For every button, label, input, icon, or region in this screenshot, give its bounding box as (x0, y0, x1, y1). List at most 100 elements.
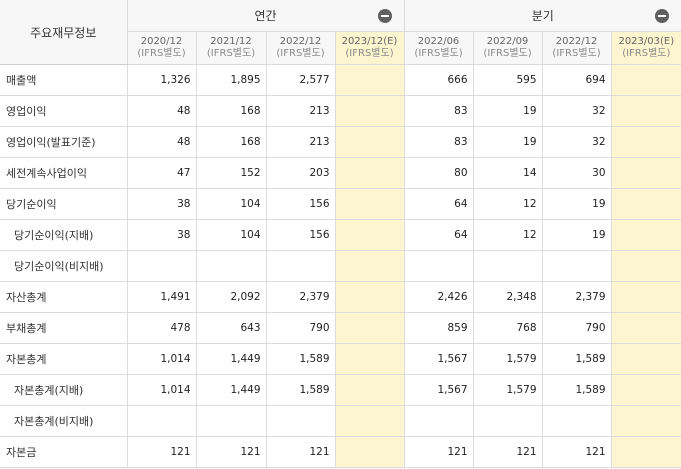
value-cell (335, 95, 405, 127)
value-cell: 1,567 (404, 374, 474, 406)
row-label: 자본총계(지배) (0, 374, 128, 406)
value-cell (611, 188, 681, 220)
row-label: 자산총계 (0, 281, 128, 313)
table-row: 자본총계(비지배) (0, 405, 681, 437)
table-row: 당기순이익(지배) 38 104 156 64 12 19 (0, 219, 681, 251)
value-cell: 48 (127, 95, 197, 127)
value-cell: 104 (196, 188, 267, 220)
value-cell: 64 (404, 219, 474, 251)
table-row: 매출액 1,326 1,895 2,577 666 595 694 (0, 64, 681, 96)
accounting-basis-label: (IFRS별도) (137, 48, 186, 59)
value-cell: 1,491 (127, 281, 197, 313)
table-row: 세전계속사업이익 47 152 203 80 14 30 (0, 157, 681, 189)
value-cell: 1,589 (542, 374, 612, 406)
value-cell: 168 (196, 126, 267, 158)
value-cell (473, 250, 543, 282)
value-cell (335, 436, 405, 468)
value-cell: 203 (266, 157, 336, 189)
accounting-basis-label: (IFRS별도) (276, 48, 325, 59)
value-cell (127, 405, 197, 437)
period-label: 2022/06 (417, 36, 460, 47)
row-label: 자본총계 (0, 343, 128, 375)
value-cell: 2,379 (542, 281, 612, 313)
value-cell (335, 405, 405, 437)
value-cell (542, 250, 612, 282)
value-cell (335, 250, 405, 282)
value-cell: 1,579 (473, 343, 543, 375)
value-cell (611, 374, 681, 406)
period-label: 2022/12 (279, 36, 322, 47)
period-label: 2023/03(E) (618, 36, 675, 47)
row-label: 당기순이익(지배) (0, 219, 128, 251)
accounting-basis-label: (IFRS별도) (345, 48, 394, 59)
value-cell (335, 374, 405, 406)
value-cell: 32 (542, 95, 612, 127)
value-cell: 1,014 (127, 343, 197, 375)
accounting-basis-label: (IFRS별도) (552, 48, 601, 59)
row-label: 당기순이익 (0, 188, 128, 220)
value-cell: 790 (542, 312, 612, 344)
value-cell (335, 188, 405, 220)
value-cell: 2,379 (266, 281, 336, 313)
period-label: 2020/12 (140, 36, 183, 47)
value-cell: 12 (473, 219, 543, 251)
annual-period-header: 2021/12 (IFRS별도) (196, 31, 267, 65)
annual-collapse-minus-icon[interactable] (377, 9, 392, 23)
row-label: 세전계속사업이익 (0, 157, 128, 189)
value-cell: 2,092 (196, 281, 267, 313)
table-row: 부채총계 478 643 790 859 768 790 (0, 312, 681, 344)
accounting-basis-label: (IFRS별도) (622, 48, 671, 59)
value-cell: 48 (127, 126, 197, 158)
accounting-basis-label: (IFRS별도) (206, 48, 256, 59)
value-cell (611, 95, 681, 127)
value-cell: 121 (473, 436, 543, 468)
value-cell: 1,589 (266, 374, 336, 406)
table-row: 자본금 121 121 121 121 121 121 (0, 436, 681, 468)
value-cell: 2,348 (473, 281, 543, 313)
value-cell: 156 (266, 188, 336, 220)
value-cell: 694 (542, 64, 612, 96)
table-row: 영업이익(발표기준) 48 168 213 83 19 32 (0, 126, 681, 158)
value-cell: 1,449 (196, 374, 267, 406)
table-row: 자본총계 1,014 1,449 1,589 1,567 1,579 1,589 (0, 343, 681, 375)
value-cell (196, 250, 267, 282)
quarter-period-header: 2022/09 (IFRS별도) (473, 31, 543, 65)
value-cell: 19 (542, 219, 612, 251)
annual-group-label: 연간 (254, 9, 277, 23)
row-label: 부채총계 (0, 312, 128, 344)
value-cell: 478 (127, 312, 197, 344)
quarter-collapse-minus-icon[interactable] (655, 9, 670, 23)
value-cell (611, 405, 681, 437)
value-cell: 1,326 (127, 64, 197, 96)
value-cell: 595 (473, 64, 543, 96)
value-cell (335, 219, 405, 251)
value-cell: 2,577 (266, 64, 336, 96)
value-cell (335, 126, 405, 158)
value-cell: 1,895 (196, 64, 267, 96)
annual-period-header: 2023/12(E) (IFRS별도) (335, 31, 405, 65)
value-cell (611, 157, 681, 189)
value-cell: 790 (266, 312, 336, 344)
value-cell: 14 (473, 157, 543, 189)
row-label: 매출액 (0, 64, 128, 96)
value-cell: 1,589 (266, 343, 336, 375)
value-cell (335, 343, 405, 375)
value-cell (611, 126, 681, 158)
value-cell (266, 250, 336, 282)
quarter-period-header: 2022/06 (IFRS별도) (404, 31, 474, 65)
value-cell: 19 (542, 188, 612, 220)
value-cell: 152 (196, 157, 267, 189)
value-cell: 30 (542, 157, 612, 189)
value-cell (611, 281, 681, 313)
value-cell: 19 (473, 95, 543, 127)
row-label: 영업이익(발표기준) (0, 126, 128, 158)
value-cell: 32 (542, 126, 612, 158)
row-label: 영업이익 (0, 95, 128, 127)
period-label: 2022/09 (486, 36, 529, 47)
value-cell (404, 250, 474, 282)
row-label: 당기순이익(비지배) (0, 250, 128, 282)
table-row: 자본총계(지배) 1,014 1,449 1,589 1,567 1,579 1,589 (0, 374, 681, 406)
value-cell (542, 405, 612, 437)
annual-period-header: 2022/12 (IFRS별도) (266, 31, 336, 65)
quarter-group-label: 분기 (531, 9, 554, 23)
